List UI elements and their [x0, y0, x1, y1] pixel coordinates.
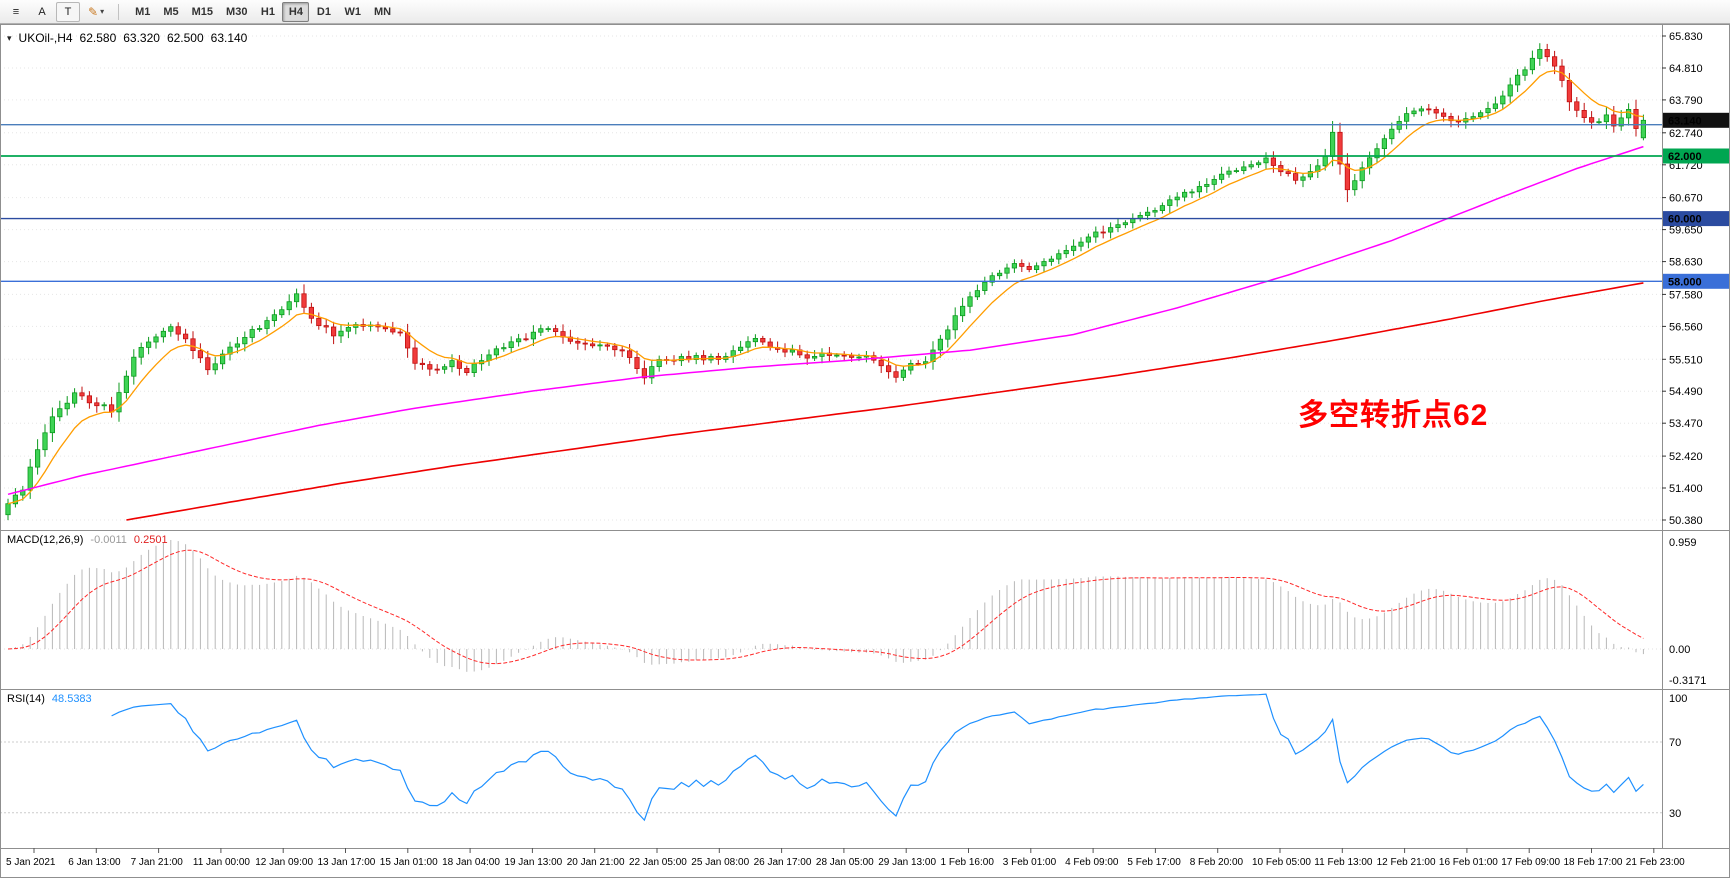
time-axis-label: 22 Jan 05:00: [629, 857, 687, 868]
rsi-line: [111, 693, 1644, 822]
price-tick-label: 63.790: [1669, 95, 1703, 107]
time-axis-label: 15 Jan 01:00: [380, 857, 438, 868]
time-axis-label: 10 Feb 05:00: [1252, 857, 1311, 868]
time-axis-label: 25 Jan 08:00: [691, 857, 749, 868]
price-grid: [0, 35, 1662, 521]
price-tick-label: 60.670: [1669, 193, 1703, 205]
toolbar-separator: [118, 3, 120, 20]
time-axis-label: 4 Feb 09:00: [1065, 857, 1119, 868]
time-axis-label: 3 Feb 01:00: [1003, 857, 1057, 868]
time-axis-label: 11 Jan 00:00: [193, 857, 251, 868]
time-axis-label: 19 Jan 13:00: [504, 857, 562, 868]
macd-axis-label: -0.3171: [1669, 675, 1706, 687]
timeframe-button-mn[interactable]: MN: [368, 2, 397, 22]
time-axis-label: 20 Jan 21:00: [567, 857, 625, 868]
time-axis-label: 5 Jan 2021: [6, 857, 56, 868]
chart-background: [0, 24, 1730, 878]
price-tick-label: 52.420: [1669, 451, 1703, 463]
candlestick-series: [5, 43, 1646, 521]
svg-text:63.140: 63.140: [1668, 115, 1702, 127]
price-tick-label: 62.740: [1669, 128, 1703, 140]
price-badge-60.000: [1663, 211, 1729, 227]
price-tick-label: 57.580: [1669, 289, 1703, 301]
time-axis-label: 13 Jan 17:00: [318, 857, 376, 868]
time-axis-label: 29 Jan 13:00: [878, 857, 936, 868]
time-axis-label: 7 Jan 21:00: [131, 857, 184, 868]
time-axis-label: 18 Feb 17:00: [1564, 857, 1623, 868]
time-axis-label: 8 Feb 20:00: [1190, 857, 1244, 868]
time-axis-label: 11 Feb 13:00: [1314, 857, 1373, 868]
timeframe-button-w1[interactable]: W1: [338, 2, 367, 22]
svg-text:60.000: 60.000: [1668, 214, 1702, 226]
time-axis-label: 21 Feb 23:00: [1626, 857, 1685, 868]
time-axis-label: 12 Feb 21:00: [1377, 857, 1436, 868]
price-tick-label: 50.380: [1669, 515, 1703, 527]
pencil-icon: ✎: [88, 4, 99, 19]
timeframe-button-m15[interactable]: M15: [186, 2, 219, 22]
price-tick-label: 59.650: [1669, 225, 1703, 237]
time-axis-label: 16 Feb 01:00: [1439, 857, 1498, 868]
price-tick-label: 65.830: [1669, 31, 1703, 43]
rsi-axis-label: 70: [1669, 737, 1681, 749]
ma-mid-line: [7, 145, 1644, 496]
ma-slow-line: [126, 282, 1644, 521]
time-axis[interactable]: 5 Jan 2021 6 Jan 13:00 7 Jan 21:00 11 Jan 0…: [6, 848, 1685, 868]
ma-fast-line: [7, 70, 1644, 505]
timeframe-button-m30[interactable]: M30: [220, 2, 253, 22]
svg-text:58.000: 58.000: [1668, 276, 1702, 288]
time-axis-label: 28 Jan 05:00: [816, 857, 874, 868]
price-tick-label: 54.490: [1669, 386, 1703, 398]
price-badge-58.000: [1663, 273, 1729, 289]
price-tick-label: 56.560: [1669, 321, 1703, 333]
chevron-down-icon: ▾: [100, 7, 105, 16]
chart-svg[interactable]: 65.83064.81063.79062.74061.72060.67059.6…: [0, 24, 1730, 878]
timeframe-button-m1[interactable]: M1: [129, 2, 156, 22]
time-axis-label: 18 Jan 04:00: [442, 857, 500, 868]
price-tick-label: 55.510: [1669, 354, 1703, 366]
menu-icon[interactable]: ≡: [4, 2, 28, 22]
timeframe-button-h4[interactable]: H4: [282, 1, 310, 22]
rsi-axis-label: 100: [1669, 693, 1687, 705]
time-axis-label: 17 Feb 09:00: [1501, 857, 1560, 868]
chart-annotation[interactable]: 多空转折点62: [1298, 399, 1489, 432]
time-axis-label: 12 Jan 09:00: [255, 857, 313, 868]
time-axis-label: 26 Jan 17:00: [754, 857, 812, 868]
draw-tool-button[interactable]: ✎ ▾: [82, 2, 110, 22]
text-tool-button[interactable]: T: [56, 1, 80, 22]
price-badge-62.000: [1663, 148, 1729, 164]
time-axis-label: 6 Jan 13:00: [68, 857, 121, 868]
timeframe-group: M1 M5 M15 M30 H1 H4 D1 W1 MN: [129, 1, 397, 22]
current-price-badge: [1663, 112, 1729, 128]
macd-signal-line: [7, 549, 1644, 665]
price-tick-label: 51.400: [1669, 483, 1703, 495]
time-axis-label: 1 Feb 16:00: [941, 857, 995, 868]
macd-axis-label: 0.959: [1669, 537, 1697, 549]
price-tick-label: 58.630: [1669, 257, 1703, 269]
timeframe-button-d1[interactable]: D1: [310, 2, 337, 22]
price-tick-label: 64.810: [1669, 63, 1703, 75]
price-scale[interactable]: 65.83064.81063.79062.74061.72060.67059.6…: [1662, 31, 1729, 820]
timeframe-button-h1[interactable]: H1: [254, 2, 281, 22]
chart-canvas[interactable]: 65.830 64.810 63.790 62.740 61.720 60.670 59.6…: [0, 24, 1730, 878]
price-tick-label: 53.470: [1669, 418, 1703, 430]
time-axis-label: 5 Feb 17:00: [1127, 857, 1181, 868]
timeframe-button-m5[interactable]: M5: [157, 2, 184, 22]
svg-text:62.000: 62.000: [1668, 151, 1702, 163]
macd-histogram: [14, 540, 1644, 672]
toolbar: ≡ A T ✎ ▾ M1 M5 M15 M30 H1 H4 D1 W1 MN: [0, 0, 1730, 24]
cursor-tool-button[interactable]: A: [30, 2, 54, 22]
macd-axis-label: 0.00: [1669, 644, 1690, 656]
rsi-axis-label: 30: [1669, 808, 1681, 820]
